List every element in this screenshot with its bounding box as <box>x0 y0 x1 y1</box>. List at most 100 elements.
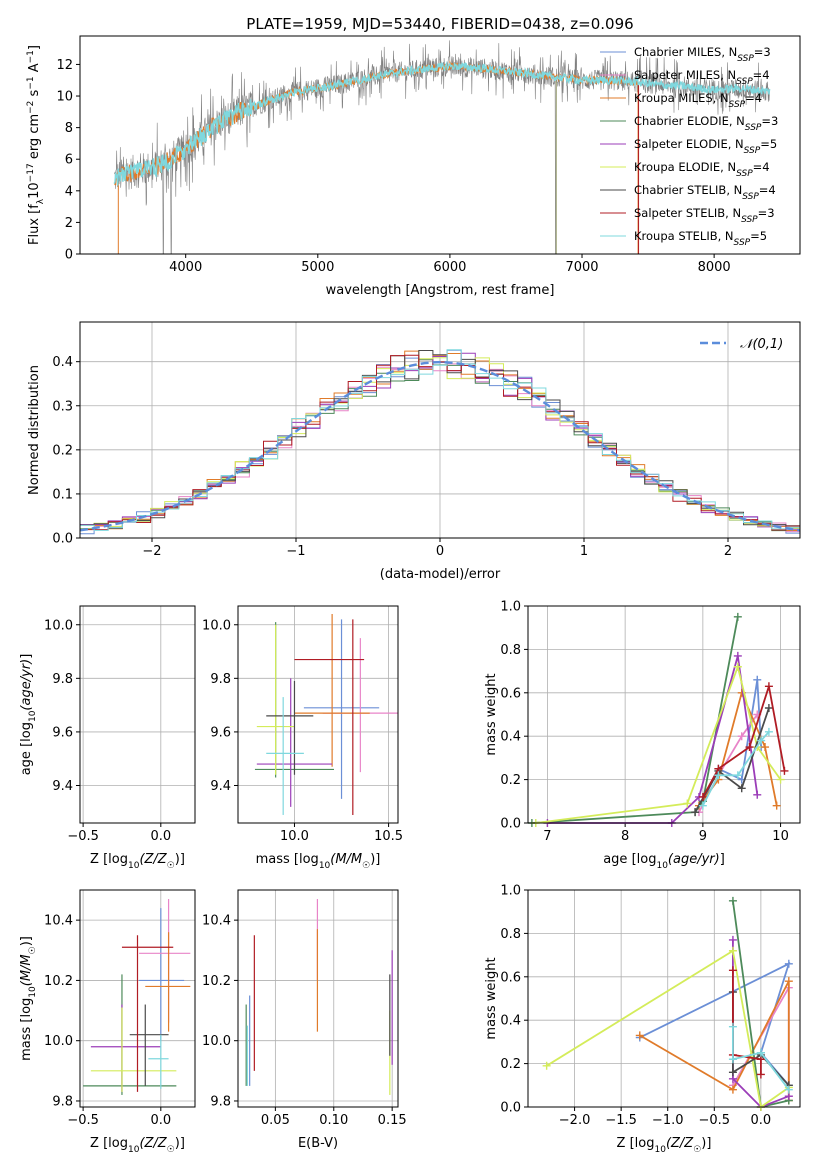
legend-label: Chabrier STELIB, NSSP=4 <box>634 183 776 202</box>
label-part: Z [log <box>90 1136 128 1151</box>
label-part: =4 <box>745 91 762 105</box>
y-axis-label: Normed distribution <box>27 365 42 495</box>
x-tick-label: −2 <box>142 544 161 559</box>
point-marker <box>728 1068 737 1077</box>
x-tick-label: 6000 <box>433 260 466 275</box>
x-axis-label: (data-model)/error <box>380 567 501 582</box>
label-part: Salpeter ELODIE, N <box>634 137 744 151</box>
x-tick-label: 0.15 <box>378 1113 407 1128</box>
x-axis-label: Z [log10(Z/Z☉)] <box>90 852 185 871</box>
label-part: (M/M <box>330 852 362 867</box>
label-part: −17 <box>26 163 36 182</box>
y-tick-label: 4 <box>65 184 73 199</box>
label-part: (M/M <box>19 954 34 986</box>
y-tick-label: 0.4 <box>52 355 73 370</box>
x-tick-label: 2 <box>724 544 732 559</box>
label-part: 10 <box>128 1145 140 1155</box>
label-part: Salpeter MILES, N <box>634 68 736 82</box>
legend-label: Chabrier ELODIE, NSSP=3 <box>634 114 778 133</box>
label-part: Salpeter STELIB, N <box>634 206 741 220</box>
y-axis-label: mass weight <box>484 673 499 755</box>
y-tick-label: 10.2 <box>202 974 231 989</box>
point-marker <box>761 743 770 752</box>
point-marker <box>784 959 793 968</box>
label-part: =3 <box>761 114 778 128</box>
data-spectrum <box>114 40 770 254</box>
label-part: A <box>27 63 42 76</box>
x-axis-label: mass [log10(M/M☉)] <box>256 852 381 871</box>
label-part: =5 <box>760 137 777 151</box>
label-part: ☉ <box>362 861 370 871</box>
label-part: −1 <box>26 76 36 89</box>
y-tick-label: 0.3 <box>52 399 73 414</box>
y-tick-label: 1.0 <box>500 884 521 899</box>
plot-8: −2.0 −1.5 −1.0 −0.5 0.0 0.0 0.2 0.4 0.6 0.8 1.0 Z [… <box>484 884 801 1155</box>
label-part: 10 <box>319 861 331 871</box>
y-tick-label: 0.8 <box>500 927 521 942</box>
x-tick-label: 10.5 <box>374 829 403 844</box>
label-part: λ <box>36 198 46 204</box>
label-part: SSP <box>734 238 751 248</box>
y-tick-label: 0.0 <box>500 817 521 832</box>
point-marker <box>753 790 762 799</box>
label-part: mass [log <box>256 852 319 867</box>
point-marker <box>728 1022 737 1031</box>
x-tick-label: 8 <box>621 829 629 844</box>
label-part: −2 <box>26 101 36 114</box>
x-tick-label: −2.0 <box>559 1113 591 1128</box>
label-part: (age/yr) <box>19 659 34 711</box>
point-marker <box>733 771 742 780</box>
x-tick-label: 7 <box>543 829 551 844</box>
label-part: =4 <box>753 68 770 82</box>
legend-label: Salpeter MILES, NSSP=4 <box>634 68 770 87</box>
label-part: s <box>27 89 42 100</box>
y-tick-label: 10.0 <box>44 618 73 633</box>
x-tick-label: 0.0 <box>150 1113 171 1128</box>
y-tick-label: 0.2 <box>500 773 521 788</box>
label-part: ] <box>19 654 34 659</box>
axes-frame <box>79 605 196 824</box>
x-tick-label: 4000 <box>169 260 202 275</box>
label-part: Z [log <box>617 1136 655 1151</box>
y-tick-label: 10.4 <box>202 914 231 929</box>
x-tick-label: 0 <box>436 544 444 559</box>
series-line <box>546 949 790 1109</box>
label-part: )] <box>701 1136 711 1151</box>
axes-frame <box>79 321 801 539</box>
label-part: SSP <box>737 54 754 64</box>
axes-frame <box>527 605 801 824</box>
series-line <box>639 980 790 1101</box>
x-axis-label: Z [log10(Z/Z☉)] <box>617 1136 712 1155</box>
y-tick-label: 10 <box>56 90 73 105</box>
point-marker <box>698 801 707 810</box>
point-marker <box>728 1055 737 1064</box>
label-part: ] <box>720 852 725 867</box>
y-tick-label: 0.6 <box>500 970 521 985</box>
legend-label: Kroupa ELODIE, NSSP=4 <box>634 160 770 179</box>
y-tick-label: 0 <box>65 248 73 263</box>
label-part: ☉ <box>167 1145 175 1155</box>
label-part: Chabrier STELIB, N <box>634 183 742 197</box>
y-tick-label: 0.2 <box>500 1057 521 1072</box>
y-tick-label: 6 <box>65 153 73 168</box>
y-tick-label: 9.4 <box>210 779 231 794</box>
y-tick-label: 12 <box>56 58 73 73</box>
y-tick-label: 0.2 <box>52 443 73 458</box>
plot-6: −0.5 0.09.810.010.210.4Z [log10(Z/Z☉)]mas… <box>19 889 196 1155</box>
label-part: (age/yr) <box>668 852 720 867</box>
label-part: SSP <box>736 169 753 179</box>
label-part: age [log <box>603 852 656 867</box>
y-tick-label: 2 <box>65 216 73 231</box>
y-tick-label: 0.4 <box>500 730 521 745</box>
y-tick-label: 0.0 <box>500 1101 521 1116</box>
label-part: =5 <box>750 229 767 243</box>
point-marker <box>737 732 746 741</box>
y-tick-label: 0.0 <box>52 532 73 547</box>
label-part: SSP <box>741 215 758 225</box>
axes-frame <box>79 889 196 1108</box>
y-tick-label: 9.6 <box>52 725 73 740</box>
plot-3: −0.5 0.09.49.69.810.0Z [log10(Z/Z☉)]age [… <box>19 605 196 871</box>
label-part: =3 <box>758 206 775 220</box>
label-part: age [log <box>19 722 34 775</box>
series-line <box>732 1026 790 1091</box>
